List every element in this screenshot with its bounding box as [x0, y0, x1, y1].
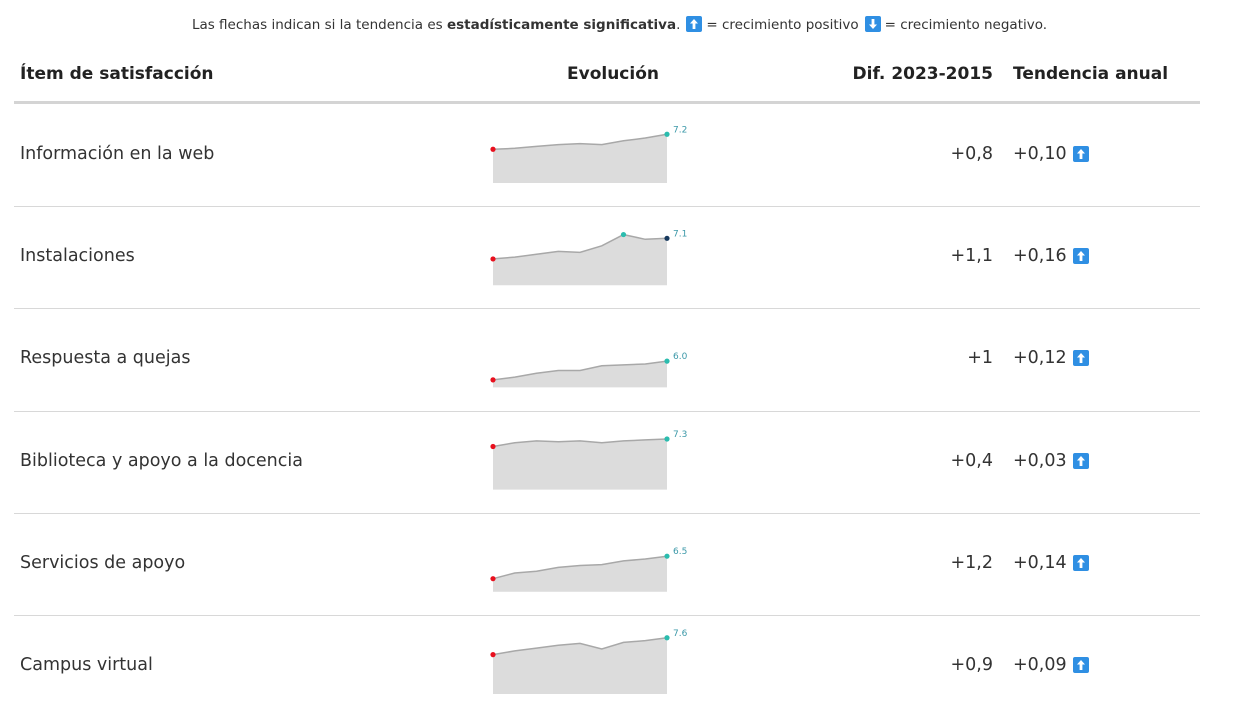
spark-area	[493, 361, 667, 388]
spark-line	[492, 438, 668, 448]
row-trend: +0,12	[1013, 348, 1093, 368]
row-divider	[14, 512, 1200, 514]
note-end: .	[676, 17, 681, 33]
note-negative: = crecimiento negativo.	[884, 17, 1048, 33]
row-label: Respuesta a quejas	[20, 348, 191, 369]
row-diff: +1,2	[950, 552, 994, 573]
spark-dot	[664, 131, 670, 137]
spark-line	[492, 360, 668, 381]
icon-arrow	[690, 19, 699, 29]
trend-value: +0,12	[1013, 348, 1067, 369]
spark-end-label: 7.1	[673, 229, 687, 239]
row-label: Biblioteca y apoyo a la docencia	[20, 450, 303, 471]
spark-dot	[664, 358, 670, 364]
spark-area	[493, 439, 667, 490]
spark-dot	[664, 436, 670, 442]
spark-end-label: 7.3	[673, 430, 687, 440]
arrow-up-icon	[686, 16, 703, 32]
header-item: Ítem de satisfacción	[20, 64, 214, 84]
icon-arrow	[1076, 251, 1085, 262]
spark-line	[492, 133, 668, 151]
spark-dot	[490, 443, 496, 450]
trend-value: +0,10	[1013, 144, 1067, 164]
row-divider	[14, 410, 1200, 412]
spark-end-label: 7.2	[673, 125, 687, 135]
arrow-up-icon	[1072, 146, 1089, 162]
arrow-up-icon	[1072, 350, 1089, 367]
arrow-down-icon	[864, 16, 881, 32]
row-label: Información en la web	[20, 144, 215, 164]
spark-area	[493, 234, 667, 286]
spark-dot	[490, 576, 496, 582]
icon-arrow	[1076, 455, 1085, 466]
icon-arrow	[1076, 149, 1085, 159]
spark-dot	[490, 652, 496, 658]
spark-dot	[620, 231, 627, 238]
trend-value: +0,09	[1013, 655, 1067, 675]
spark-dot	[490, 256, 496, 262]
row-diff: +0,8	[950, 144, 994, 164]
spark-dot	[490, 377, 496, 383]
row-divider	[14, 206, 1200, 208]
spark-area	[493, 134, 667, 183]
row-diff: +1,1	[950, 246, 994, 267]
header-divider	[14, 101, 1200, 104]
row-label: Servicios de apoyo	[20, 552, 186, 573]
spark-end-label: 6.5	[673, 547, 687, 557]
trend-value: +0,03	[1013, 450, 1067, 471]
spark-dot	[490, 146, 496, 152]
row-divider	[14, 615, 1200, 616]
note-positive: = crecimiento positivo	[706, 17, 859, 33]
row-diff: +0,4	[950, 450, 994, 471]
row-diff: +0,9	[950, 655, 994, 675]
spark-dot	[664, 553, 670, 559]
arrow-up-icon	[1072, 248, 1089, 265]
header-trend: Tendencia anual	[1013, 64, 1169, 84]
spark-line	[492, 233, 668, 260]
row-trend: +0,14	[1013, 553, 1093, 573]
header-diff: Dif. 2023-2015	[852, 64, 993, 84]
trend-value: +0,16	[1013, 246, 1067, 267]
spark-end-label: 7.6	[673, 629, 688, 639]
note-bold: estadísticamente significativa	[446, 17, 677, 33]
spark-line	[492, 637, 668, 656]
row-diff: +1	[967, 348, 993, 369]
icon-arrow	[1076, 557, 1085, 568]
trend-value: +0,14	[1013, 552, 1067, 573]
spark-dot	[664, 635, 670, 641]
spark-dot	[664, 235, 670, 241]
arrow-up-icon	[1072, 452, 1089, 469]
row-divider	[14, 308, 1200, 310]
row-trend: +0,03	[1013, 451, 1093, 471]
spark-area	[493, 556, 667, 592]
spark-area	[493, 637, 667, 694]
row-trend: +0,09	[1013, 655, 1093, 675]
row-label: Instalaciones	[20, 246, 135, 267]
note: Las flechas indican si la tendencia es e…	[0, 16, 1239, 33]
arrow-up-icon	[1072, 657, 1089, 673]
icon-arrow	[868, 19, 877, 29]
spark-end-label: 6.0	[673, 352, 688, 362]
icon-arrow	[1076, 660, 1085, 670]
spark-line	[492, 555, 668, 580]
row-trend: +0,16	[1013, 246, 1093, 266]
header-evolution: Evolución	[567, 64, 659, 84]
arrow-up-icon	[1072, 554, 1089, 571]
note-text: Las flechas indican si la tendencia es	[191, 17, 443, 33]
row-label: Campus virtual	[20, 655, 153, 675]
icon-arrow	[1076, 353, 1085, 364]
row-trend: +0,10	[1013, 144, 1093, 164]
